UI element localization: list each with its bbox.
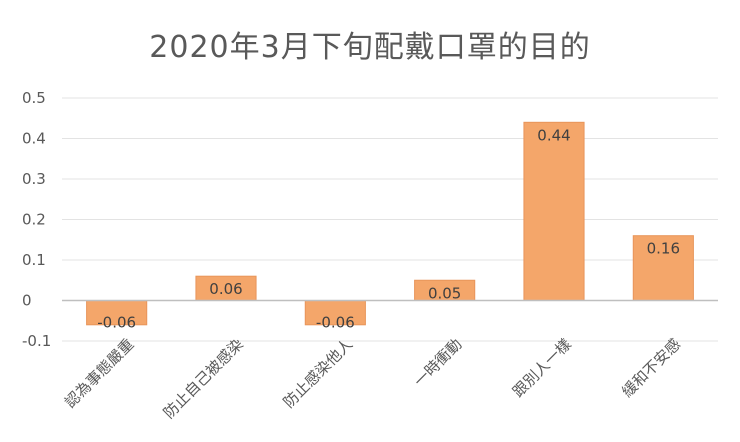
data-label: 0.44 <box>537 126 570 144</box>
category-label: 一時衝動 <box>410 335 465 390</box>
data-label: -0.06 <box>316 314 355 332</box>
bar <box>632 235 694 301</box>
y-tick-label: 0.1 <box>22 251 46 269</box>
y-tick-label: 0 <box>22 292 32 310</box>
bar <box>523 121 585 301</box>
data-label: 0.06 <box>209 280 242 298</box>
y-tick-label: 0.5 <box>22 89 46 107</box>
category-label: 防止感染他人 <box>280 335 356 411</box>
y-tick-label: 0.3 <box>22 170 46 188</box>
category-label: 跟別人一樣 <box>509 335 575 401</box>
data-label: 0.16 <box>647 240 680 258</box>
chart-title: 2020年3月下旬配戴口罩的目的 <box>149 30 591 65</box>
category-label: 防止自己被感染 <box>160 335 247 422</box>
category-label: 緩和不安感 <box>618 335 684 401</box>
y-tick-label: -0.1 <box>22 332 51 350</box>
data-label: -0.06 <box>97 314 136 332</box>
category-label: 認為事態嚴重 <box>61 335 137 411</box>
data-label: 0.05 <box>428 284 461 302</box>
y-tick-label: 0.4 <box>22 130 46 148</box>
y-tick-label: 0.2 <box>22 211 46 229</box>
